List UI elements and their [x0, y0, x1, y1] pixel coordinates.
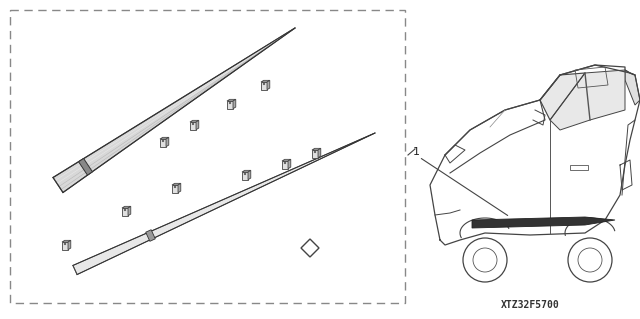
Polygon shape — [261, 80, 270, 82]
Polygon shape — [550, 70, 625, 130]
Polygon shape — [146, 230, 156, 241]
Polygon shape — [472, 217, 615, 228]
Polygon shape — [190, 122, 196, 130]
Polygon shape — [122, 206, 131, 208]
Polygon shape — [190, 120, 199, 122]
Polygon shape — [122, 208, 128, 216]
Bar — [10, 10, 405, 303]
Polygon shape — [242, 170, 251, 172]
Polygon shape — [166, 137, 169, 147]
Circle shape — [244, 173, 246, 175]
Polygon shape — [242, 172, 248, 180]
Polygon shape — [233, 99, 236, 109]
Polygon shape — [282, 161, 288, 169]
Polygon shape — [172, 185, 178, 193]
Polygon shape — [128, 206, 131, 216]
Circle shape — [229, 102, 231, 104]
Polygon shape — [248, 170, 251, 180]
Polygon shape — [62, 240, 71, 242]
Polygon shape — [312, 148, 321, 150]
Polygon shape — [172, 183, 180, 185]
Circle shape — [64, 243, 66, 245]
Polygon shape — [288, 160, 291, 169]
Polygon shape — [227, 99, 236, 101]
Text: 1: 1 — [413, 147, 420, 157]
Polygon shape — [540, 73, 585, 120]
Circle shape — [263, 83, 265, 85]
Polygon shape — [312, 150, 318, 158]
Polygon shape — [261, 82, 267, 90]
Polygon shape — [282, 160, 291, 161]
Polygon shape — [160, 139, 166, 147]
Bar — [570, 165, 588, 170]
Polygon shape — [625, 70, 640, 105]
Polygon shape — [73, 133, 375, 275]
Polygon shape — [267, 80, 270, 90]
Polygon shape — [53, 28, 295, 192]
Polygon shape — [227, 101, 233, 109]
Polygon shape — [79, 159, 92, 175]
Circle shape — [284, 162, 286, 164]
Polygon shape — [318, 148, 321, 158]
Circle shape — [314, 151, 316, 153]
Polygon shape — [62, 242, 68, 250]
Polygon shape — [178, 183, 180, 193]
Text: XTZ32F5700: XTZ32F5700 — [500, 300, 559, 310]
Polygon shape — [160, 137, 169, 139]
Circle shape — [124, 209, 126, 211]
Circle shape — [192, 123, 194, 125]
Circle shape — [162, 140, 164, 142]
Circle shape — [174, 186, 176, 188]
Polygon shape — [196, 120, 199, 130]
Polygon shape — [68, 240, 71, 250]
